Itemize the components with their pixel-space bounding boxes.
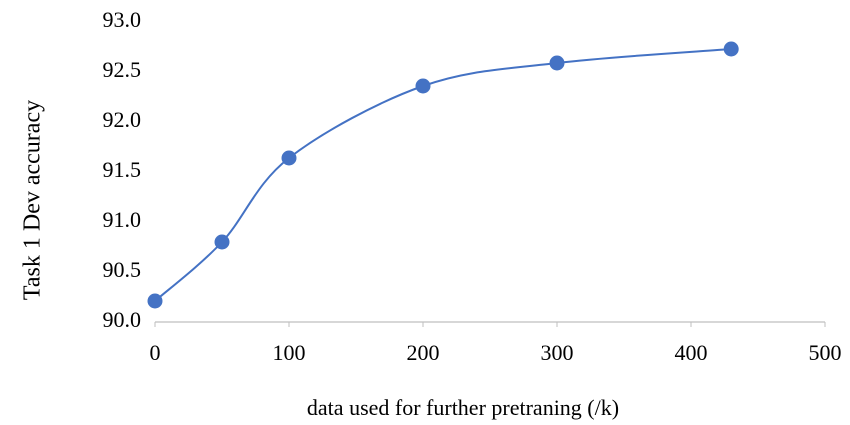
y-tick-label: 92.0 xyxy=(103,107,142,132)
y-tick-label: 90.0 xyxy=(103,307,142,332)
x-tick-label: 400 xyxy=(675,340,708,365)
x-tick-label: 300 xyxy=(541,340,574,365)
y-tick-label: 91.0 xyxy=(103,207,142,232)
y-tick-label: 93.0 xyxy=(103,7,142,32)
marker xyxy=(281,150,297,166)
y-tick-label: 90.5 xyxy=(103,257,142,282)
x-tick-label: 500 xyxy=(809,340,842,365)
marker xyxy=(214,234,230,250)
marker xyxy=(723,41,739,57)
y-tick-label: 91.5 xyxy=(103,157,142,182)
line xyxy=(154,48,732,302)
x-tick-label: 100 xyxy=(273,340,306,365)
marker xyxy=(147,293,163,309)
marker xyxy=(415,78,431,94)
y-axis-label: Task 1 Dev accuracy xyxy=(20,100,46,300)
marker xyxy=(549,55,565,71)
x-tick-label: 0 xyxy=(150,340,161,365)
x-tick-label: 200 xyxy=(407,340,440,365)
y-tick-label: 92.5 xyxy=(103,57,142,82)
x-axis-label: data used for further pretraning (/k) xyxy=(307,395,619,420)
